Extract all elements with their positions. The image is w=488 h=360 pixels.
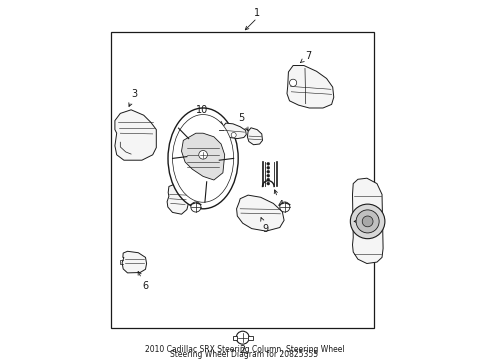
- Ellipse shape: [172, 114, 233, 202]
- Circle shape: [266, 174, 269, 177]
- Circle shape: [289, 79, 296, 86]
- Circle shape: [190, 202, 201, 212]
- Circle shape: [266, 170, 269, 173]
- Text: 9: 9: [260, 217, 268, 234]
- Circle shape: [362, 216, 372, 227]
- Text: 6: 6: [138, 271, 148, 291]
- Ellipse shape: [168, 108, 238, 209]
- Text: 10: 10: [196, 105, 223, 125]
- Text: 2010 Cadillac SRX Steering Column, Steering Wheel: 2010 Cadillac SRX Steering Column, Steer…: [144, 345, 344, 354]
- Text: 8: 8: [179, 150, 189, 183]
- Circle shape: [355, 210, 378, 233]
- Polygon shape: [247, 128, 262, 145]
- Circle shape: [266, 182, 269, 185]
- Text: 3: 3: [128, 89, 138, 107]
- Polygon shape: [247, 336, 252, 340]
- Polygon shape: [286, 66, 333, 108]
- Polygon shape: [181, 133, 224, 180]
- Polygon shape: [222, 123, 246, 139]
- Polygon shape: [352, 178, 382, 264]
- Polygon shape: [232, 336, 237, 340]
- Bar: [111, 32, 373, 328]
- Circle shape: [266, 178, 269, 181]
- Polygon shape: [115, 110, 156, 160]
- Polygon shape: [167, 184, 188, 214]
- Circle shape: [279, 202, 289, 212]
- Circle shape: [236, 331, 249, 344]
- Text: 11: 11: [353, 216, 369, 226]
- Circle shape: [266, 166, 269, 169]
- Circle shape: [199, 150, 207, 159]
- Circle shape: [349, 204, 384, 239]
- Text: 7: 7: [300, 51, 311, 63]
- Circle shape: [266, 162, 269, 165]
- Text: 1: 1: [254, 8, 260, 18]
- Text: Steering Wheel Diagram for 20825355: Steering Wheel Diagram for 20825355: [170, 351, 318, 359]
- Polygon shape: [122, 251, 146, 273]
- Polygon shape: [236, 195, 284, 231]
- Text: 4: 4: [274, 190, 283, 210]
- Circle shape: [231, 132, 236, 138]
- Text: 2: 2: [239, 345, 245, 355]
- Text: 5: 5: [237, 113, 247, 131]
